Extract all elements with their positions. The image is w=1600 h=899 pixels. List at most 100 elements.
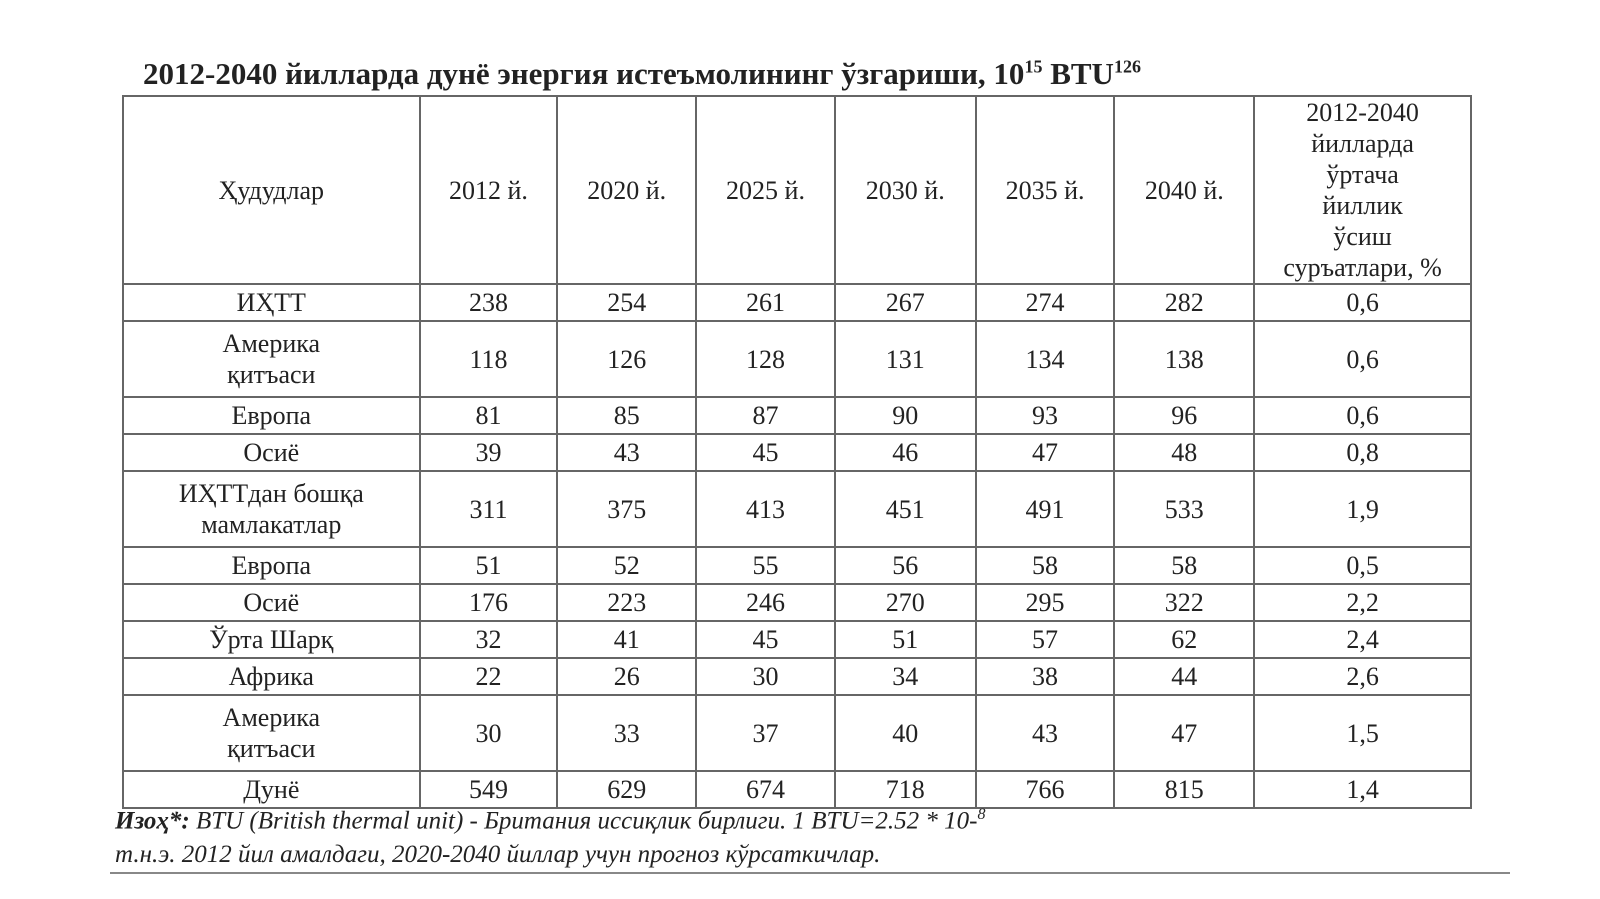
value-cell: 43	[556, 433, 698, 472]
value-cell: 533	[1113, 470, 1256, 548]
value-cell: 0,8	[1253, 433, 1472, 472]
region-cell: Америка қитъаси	[122, 694, 421, 772]
value-cell: 41	[556, 620, 698, 659]
data-table: Ҳудудлар 2012 й. 2020 й. 2025 й. 2030 й. 2035…	[122, 95, 1472, 809]
note-label: Изоҳ*:	[115, 807, 190, 835]
value-cell: 30	[418, 694, 559, 772]
value-cell: 267	[833, 283, 977, 322]
table-row: Осиё 176 223 246 270 295 322 2,2	[122, 583, 1472, 622]
value-cell: 1,4	[1253, 770, 1472, 809]
cell-line: Америка	[222, 329, 321, 358]
note-exponent: 8	[977, 806, 986, 823]
value-cell: 46	[833, 433, 977, 472]
value-cell: 254	[556, 283, 698, 322]
value-cell: 274	[974, 283, 1116, 322]
header-row: Ҳудудлар 2012 й. 2020 й. 2025 й. 2030 й. 2035…	[122, 95, 1472, 285]
value-cell: 51	[833, 620, 977, 659]
value-cell: 2,2	[1253, 583, 1472, 622]
table-row: Осиё 39 43 45 46 47 48 0,8	[122, 433, 1472, 472]
cell-line: Европа	[231, 551, 312, 580]
note-text: т.н.э. 2012 йил амалдаги, 2020-2040 йилл…	[115, 841, 881, 869]
table-row: Европа 51 52 55 56 58 58 0,5	[122, 546, 1472, 585]
value-cell: 37	[695, 694, 836, 772]
cell-line: қитъаси	[227, 734, 316, 763]
value-cell: 0,6	[1253, 396, 1472, 435]
header-cell: 2020 й.	[556, 95, 698, 285]
cell-line: ИҲТТдан бошқа	[178, 479, 364, 508]
title: 2012-2040 йилларда дунё энергия истеъмол…	[143, 56, 1141, 92]
value-cell: 51	[418, 546, 559, 585]
cell-line: Африка	[228, 662, 314, 691]
value-cell: 0,6	[1253, 283, 1472, 322]
value-cell: 58	[974, 546, 1116, 585]
value-cell: 48	[1113, 433, 1256, 472]
table-row: Африка 22 26 30 34 38 44 2,6	[122, 657, 1472, 696]
value-cell: 766	[974, 770, 1116, 809]
value-cell: 674	[695, 770, 836, 809]
table-row: ИҲТТ 238 254 261 267 274 282 0,6	[122, 283, 1472, 322]
header-cell: Ҳудудлар	[122, 95, 421, 285]
header-cell: 2040 й.	[1113, 95, 1256, 285]
title-text: 2012-2040 йилларда дунё энергия истеъмол…	[143, 56, 1025, 91]
value-cell: 629	[556, 770, 698, 809]
cell-line: Осиё	[243, 438, 300, 467]
value-cell: 45	[695, 620, 836, 659]
value-cell: 0,6	[1253, 320, 1472, 398]
value-cell: 22	[418, 657, 559, 696]
table-row: ИҲТТдан бошқа мамлакатлар 311 375 413 451 491 5…	[122, 470, 1472, 548]
value-cell: 85	[556, 396, 698, 435]
region-cell: ИҲТТдан бошқа мамлакатлар	[122, 470, 421, 548]
cell-line: ИҲТТ	[236, 288, 306, 317]
value-cell: 223	[556, 583, 698, 622]
cell-line: Америка	[222, 703, 321, 732]
value-cell: 322	[1113, 583, 1256, 622]
value-cell: 118	[418, 320, 559, 398]
value-cell: 2,6	[1253, 657, 1472, 696]
value-cell: 2,4	[1253, 620, 1472, 659]
value-cell: 55	[695, 546, 836, 585]
value-cell: 34	[833, 657, 977, 696]
header-cell: 2012 й.	[418, 95, 559, 285]
value-cell: 47	[974, 433, 1116, 472]
region-cell: Дунё	[122, 770, 421, 809]
value-cell: 375	[556, 470, 698, 548]
cell-line: Ўрта Шарқ	[209, 625, 334, 654]
header-cell: 2035 й.	[974, 95, 1116, 285]
value-cell: 1,5	[1253, 694, 1472, 772]
table-row: Европа 81 85 87 90 93 96 0,6	[122, 396, 1472, 435]
cell-line: қитъаси	[227, 360, 316, 389]
value-cell: 40	[833, 694, 977, 772]
table-row: Америка қитъаси 30 33 37 40 43 47 1,5	[122, 694, 1472, 772]
value-cell: 138	[1113, 320, 1256, 398]
note-text: BTU (British thermal unit) - Британия ис…	[195, 807, 978, 835]
value-cell: 128	[695, 320, 836, 398]
value-cell: 718	[833, 770, 977, 809]
value-cell: 32	[418, 620, 559, 659]
value-cell: 47	[1113, 694, 1256, 772]
value-cell: 815	[1113, 770, 1256, 809]
value-cell: 126	[556, 320, 698, 398]
header-cell: 2025 й.	[695, 95, 836, 285]
value-cell: 62	[1113, 620, 1256, 659]
value-cell: 26	[556, 657, 698, 696]
value-cell: 270	[833, 583, 977, 622]
region-cell: Ўрта Шарқ	[122, 620, 421, 659]
region-cell: Европа	[122, 546, 421, 585]
value-cell: 39	[418, 433, 559, 472]
value-cell: 134	[974, 320, 1116, 398]
table-row: Ўрта Шарқ 32 41 45 51 57 62 2,4	[122, 620, 1472, 659]
value-cell: 295	[974, 583, 1116, 622]
value-cell: 549	[418, 770, 559, 809]
value-cell: 261	[695, 283, 836, 322]
value-cell: 96	[1113, 396, 1256, 435]
table-row: Америка қитъаси 118 126 128 131 134 138 0,6	[122, 320, 1472, 398]
title-exponent: 15	[1024, 56, 1043, 77]
value-cell: 413	[695, 470, 836, 548]
value-cell: 58	[1113, 546, 1256, 585]
value-cell: 1,9	[1253, 470, 1472, 548]
value-cell: 45	[695, 433, 836, 472]
value-cell: 38	[974, 657, 1116, 696]
rule	[110, 872, 1510, 874]
table-row: Дунё 549 629 674 718 766 815 1,4	[122, 770, 1472, 809]
